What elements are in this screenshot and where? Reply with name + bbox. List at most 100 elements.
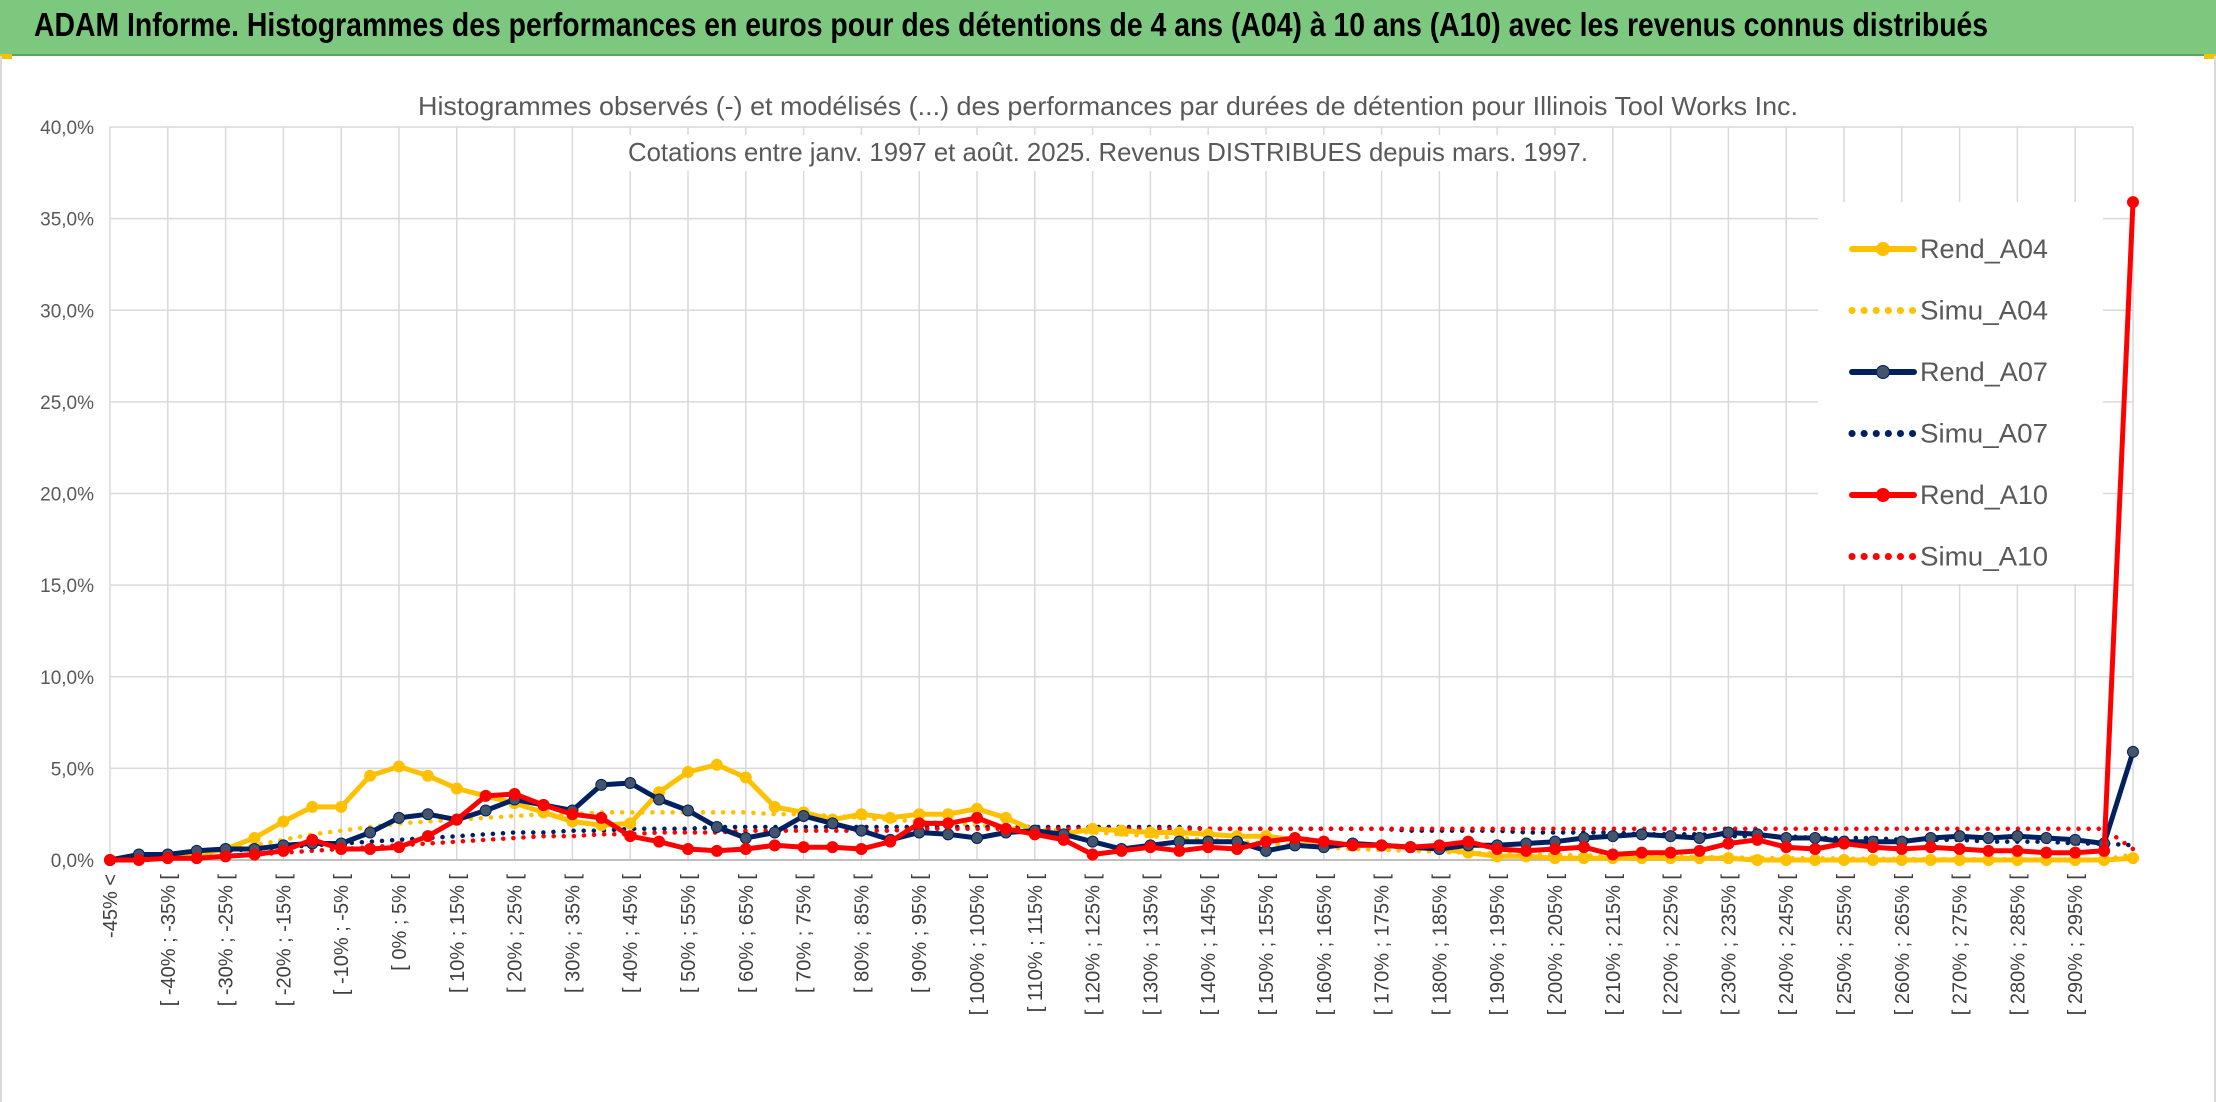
chart-title-group: Histogrammes observés (-) et modélisés (… [413,89,1803,171]
report-title: ADAM Informe. Histogrammes des performan… [34,6,1989,43]
legend-label-rend-a10: Rend_A10 [1920,480,2048,510]
x-tick-label: [ 100% ; 105% [ [967,874,989,1016]
data-point [335,843,348,856]
x-tick-label: [ 20% ; 25% [ [505,874,527,993]
legend-swatch-marker [1876,242,1890,256]
data-point [2040,832,2053,845]
x-tick-label: [ 60% ; 65% [ [736,874,758,993]
y-tick-label: 15,0% [40,576,94,597]
data-point [1606,830,1619,843]
x-tick-label: [ 220% ; 225% [ [1661,874,1683,1016]
legend-label-simu-a04: Simu_A04 [1920,296,2048,326]
data-point [913,817,926,830]
data-point [1809,854,1822,866]
data-point [2069,833,2082,846]
x-tick-label: [ 210% ; 215% [ [1603,874,1625,1016]
data-point [1260,835,1272,848]
data-point [682,843,694,856]
y-tick-label: 35,0% [40,210,94,231]
data-point [1520,844,1533,857]
data-point [1982,844,1995,857]
data-point [768,800,781,813]
y-tick-label: 30,0% [40,301,94,322]
series-group [104,196,2139,866]
y-tick-label: 0,0% [51,851,94,872]
chart-title-line: Histogrammes observés (-) et modélisés (… [418,91,1798,121]
data-point [1115,844,1128,857]
x-tick-label: [ 120% ; 125% [ [1083,874,1105,1016]
y-axis: 0,0% 5,0% 10,0% 15,0% 20,0% 25,0% 30,0% 35,0% 40… [40,118,94,872]
data-point [566,808,579,821]
data-point [277,844,290,857]
x-tick-label: [ -30% ; -25% [ [216,874,238,1007]
data-point [1057,833,1070,846]
data-point [421,769,434,782]
data-point [1144,826,1157,839]
data-point [161,852,174,865]
data-point [508,788,521,801]
data-point [710,844,723,857]
data-point [1895,843,1908,856]
x-tick-label: [ 40% ; 45% [ [620,874,642,993]
data-point [1173,844,1186,857]
data-point [393,811,405,824]
data-point [1577,852,1590,865]
x-tick-label: [ 190% ; 195% [ [1487,874,1509,1016]
x-tick-label: [ 290% ; 295% [ [2065,874,2087,1016]
data-point [1346,839,1359,852]
x-tick-label: [ 200% ; 205% [ [1545,874,1567,1016]
data-point [1809,843,1822,856]
data-point [248,832,261,845]
x-tick-label: [ 270% ; 275% [ [1950,874,1972,1016]
chart-title-backdrop [413,89,1803,125]
data-point [393,760,405,773]
data-point [479,789,492,802]
data-point [364,843,377,856]
report-banner: ADAM Informe. Histogrammes des performan… [0,0,2216,56]
x-tick-label: [ 90% ; 95% [ [909,874,931,993]
data-point [826,841,839,854]
data-point [1606,848,1619,861]
corner-accent-left [0,54,12,59]
legend-swatch-marker [1876,488,1890,502]
x-tick-label: [ 30% ; 35% [ [562,874,584,993]
data-point [1491,843,1504,856]
data-point [1693,832,1706,845]
data-point [1809,832,1822,845]
x-tick-label: [ 230% ; 235% [ [1718,874,1740,1016]
data-point [942,817,955,830]
x-tick-label: [ -40% ; -35% [ [158,874,180,1007]
data-point [1202,841,1215,854]
data-point [335,800,348,813]
data-point [999,811,1012,824]
data-point [1924,841,1937,854]
y-tick-label: 40,0% [40,118,94,139]
x-axis: -45% < [ -40% ; -35% [[ -30% ; -25% [[ -2… [100,874,2087,1016]
data-point [710,758,723,771]
data-point [739,771,752,784]
data-point [1375,839,1388,852]
data-point [1722,837,1735,850]
legend-label-rend-a04: Rend_A04 [1920,234,2048,264]
data-point [421,808,434,821]
data-point [1866,841,1879,854]
data-point [624,830,637,843]
data-point [884,811,897,824]
data-point [1404,841,1417,854]
data-point [306,833,319,846]
data-point [132,854,145,866]
data-point [739,843,752,856]
data-point [855,843,868,856]
data-point [1866,854,1879,866]
x-tick-label: [ 10% ; 15% [ [447,874,469,993]
data-point [450,813,463,826]
x-tick-label: [ 80% ; 85% [ [851,874,873,993]
data-point [1838,854,1850,866]
data-point [653,835,666,848]
legend-label-rend-a07: Rend_A07 [1920,357,2048,387]
x-tick-label: -45% < [100,874,122,938]
data-point [855,808,868,821]
data-point [393,841,405,854]
x-tick-label: [ 130% ; 135% [ [1140,874,1162,1016]
data-point [971,832,983,845]
